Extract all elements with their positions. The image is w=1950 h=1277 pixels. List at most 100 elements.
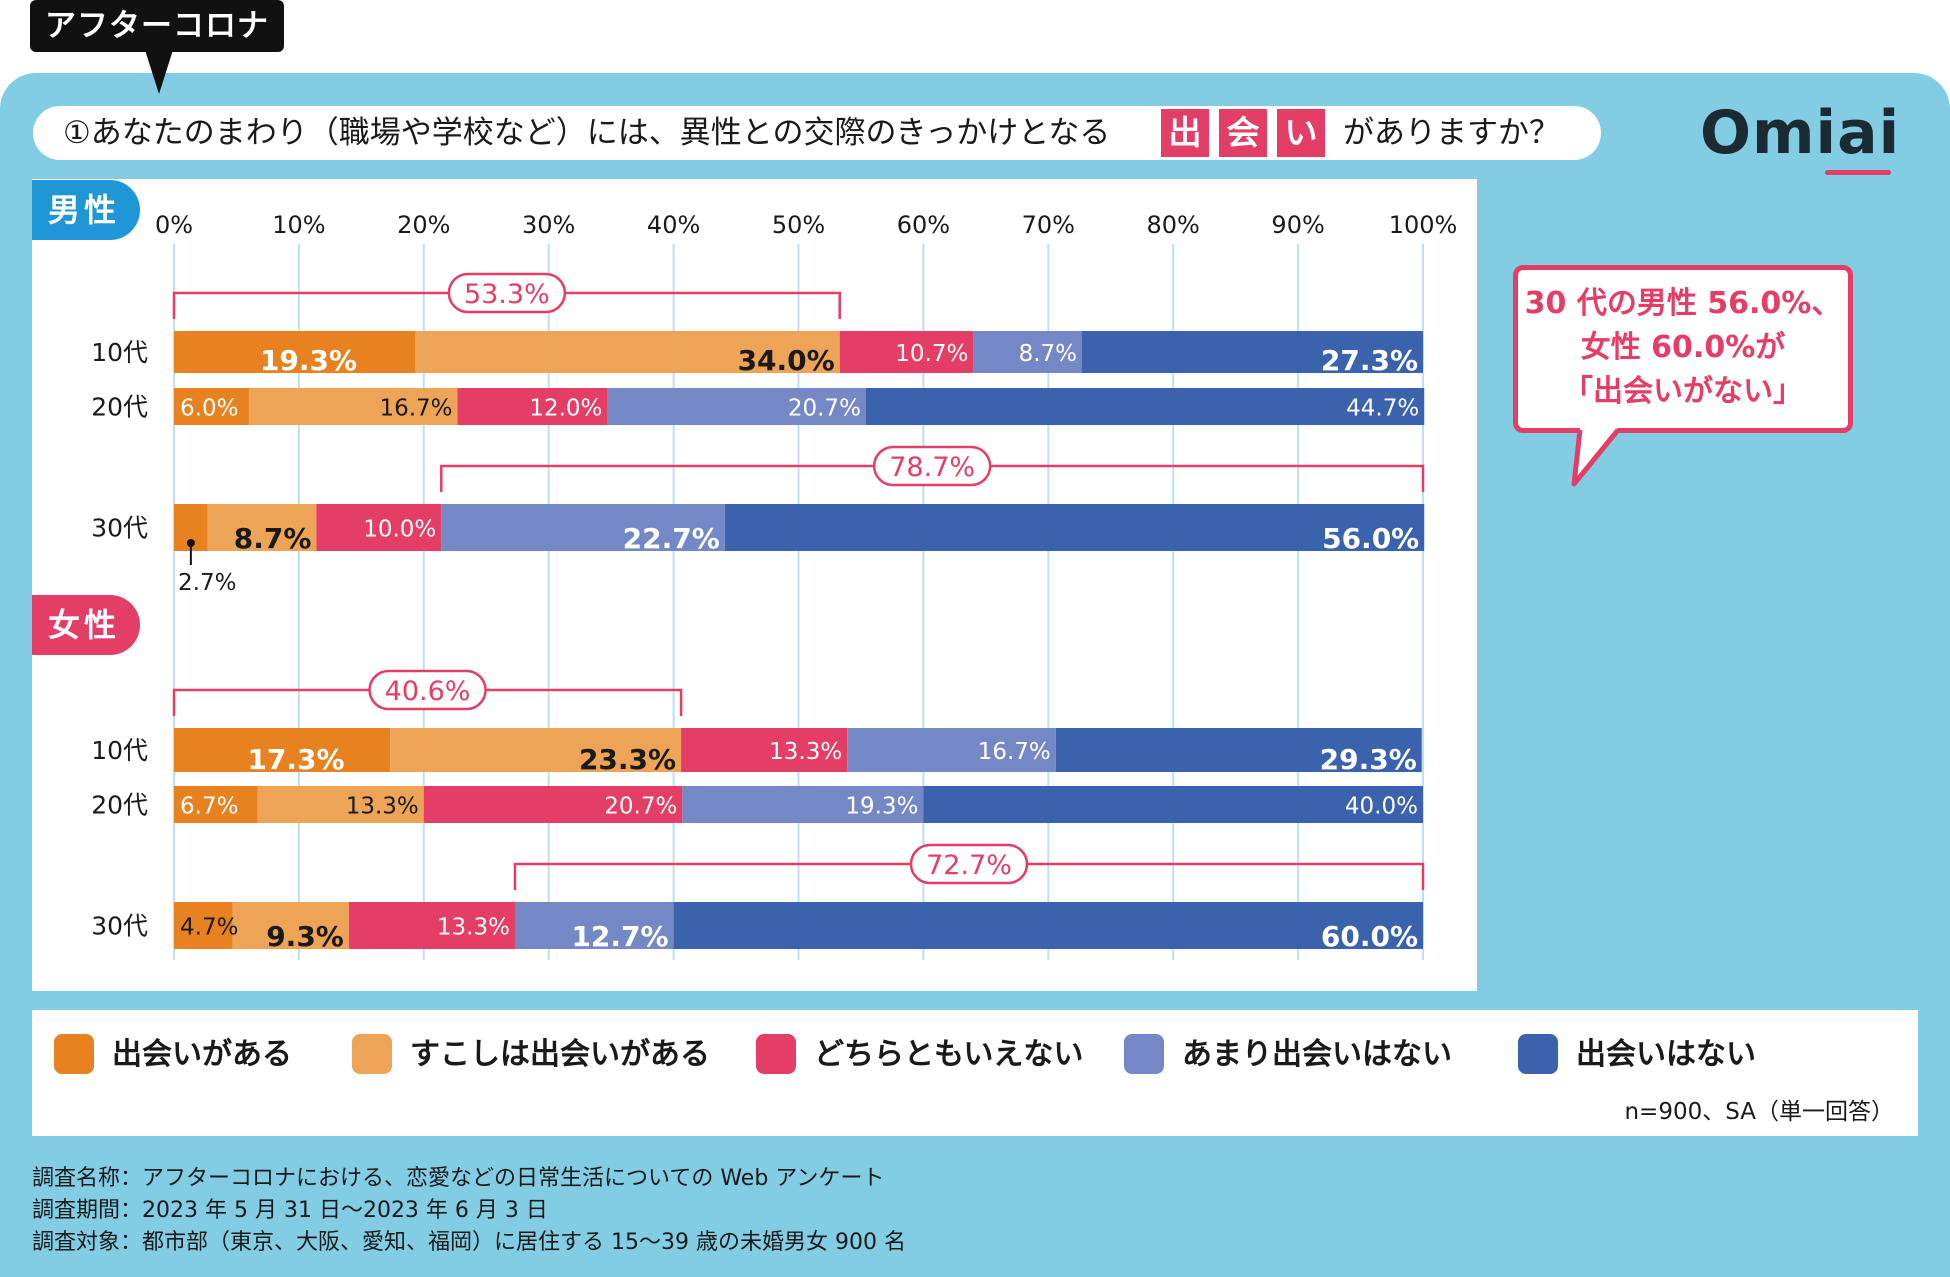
data-label: 8.7% xyxy=(234,522,312,555)
callout-line-1: 30 代の男性 56.0%、 xyxy=(1524,286,1842,321)
legend-item-deai-aru: 出会いがある xyxy=(54,1033,292,1077)
brand-logo: Omiai xyxy=(1700,98,1901,168)
bar-segment xyxy=(724,504,1425,551)
data-label: 10.0% xyxy=(363,517,436,543)
data-label: 16.7% xyxy=(379,396,452,422)
data-label: 10.7% xyxy=(895,341,968,367)
bar-segment xyxy=(865,388,1425,425)
x-tick-label: 100% xyxy=(1389,211,1458,239)
legend-item-sukoshi: すこしは出会いがある xyxy=(352,1033,710,1077)
bar-segment xyxy=(232,902,349,949)
logo-underline xyxy=(1825,170,1891,175)
bar-segment xyxy=(316,504,442,551)
callout-pointer xyxy=(1571,428,1620,487)
bar-segment xyxy=(348,902,515,949)
bar-segment xyxy=(174,388,249,425)
bar-segment xyxy=(423,786,683,823)
bar-segment xyxy=(839,331,974,373)
footer-survey-target: 調査対象：都市部（東京、大阪、愛知、福岡）に居住する 15～39 歳の未婚男女 … xyxy=(32,1230,906,1255)
bar-segment xyxy=(607,388,866,425)
x-tick-label: 0% xyxy=(155,211,193,239)
question-banner: ①あなたのまわり（職場や学校など）には、異性との交際のきっかけとなる 出 会 い… xyxy=(33,106,1601,160)
legend-swatch xyxy=(1518,1033,1558,1074)
data-label: 29.3% xyxy=(1320,743,1417,776)
data-label: 17.3% xyxy=(247,743,344,776)
x-tick-label: 10% xyxy=(272,211,325,239)
data-label: 40.0% xyxy=(1345,794,1418,820)
row-label: 10代 xyxy=(91,338,148,367)
legend-swatch xyxy=(352,1033,392,1074)
bar-segment xyxy=(973,331,1083,373)
data-label: 16.7% xyxy=(978,739,1051,765)
total-label: 72.7% xyxy=(926,850,1012,881)
callout-line-2: 女性 60.0%が xyxy=(1580,330,1786,365)
bar-segment xyxy=(682,786,924,823)
topic-tag-pointer xyxy=(145,50,173,94)
bar-segment xyxy=(457,388,608,425)
x-tick-label: 20% xyxy=(397,211,450,239)
total-label: 53.3% xyxy=(464,279,550,310)
data-label: 13.3% xyxy=(437,915,510,941)
x-tick-label: 60% xyxy=(897,211,950,239)
data-label: 60.0% xyxy=(1321,920,1418,953)
female-group-tab: 女性 xyxy=(32,595,140,655)
data-label: 20.7% xyxy=(788,396,861,422)
legend-swatch xyxy=(756,1033,796,1074)
question-text: ①あなたのまわり（職場や学校など）には、異性との交際のきっかけとなる xyxy=(63,115,1111,151)
x-tick-label: 30% xyxy=(522,211,575,239)
question-highlight-1: 出 xyxy=(1161,109,1209,157)
x-tick-label: 50% xyxy=(772,211,825,239)
bar-segment xyxy=(415,331,840,373)
data-label: 19.3% xyxy=(260,344,357,377)
bar-segment xyxy=(1055,728,1422,772)
bar-segment xyxy=(174,331,416,373)
bar-segment xyxy=(257,786,424,823)
footer-survey-name: 調査名称：アフターコロナにおける、恋愛などの日常生活についての Web アンケー… xyxy=(32,1166,885,1191)
data-label: 6.0% xyxy=(180,396,238,422)
row-label: 30代 xyxy=(91,912,148,941)
bar-segment xyxy=(248,388,458,425)
row-label: 30代 xyxy=(91,514,148,543)
legend-swatch xyxy=(1124,1033,1164,1074)
bar-segment xyxy=(514,902,674,949)
x-tick-label: 90% xyxy=(1271,211,1324,239)
total-pill xyxy=(909,843,1029,885)
data-label: 44.7% xyxy=(1346,396,1419,422)
data-label: 34.0% xyxy=(738,344,835,377)
question-suffix: がありますか？ xyxy=(1343,115,1560,151)
bar-segment xyxy=(923,786,1423,823)
data-label: 20.7% xyxy=(604,794,677,820)
bar-segment xyxy=(174,786,258,823)
bar-segment xyxy=(673,902,1423,949)
total-label: 78.7% xyxy=(889,452,975,483)
footer-survey-period: 調査期間：2023 年 5 月 31 日～2023 年 6 月 3 日 xyxy=(32,1198,548,1223)
data-label: 27.3% xyxy=(1321,344,1418,377)
bar-segment xyxy=(207,504,317,551)
legend-item-amari: あまり出会いはない xyxy=(1124,1033,1452,1077)
topic-tag: アフターコロナ xyxy=(30,0,284,52)
data-label: 12.7% xyxy=(571,920,668,953)
data-label: 23.3% xyxy=(579,743,676,776)
data-label: 13.3% xyxy=(346,794,419,820)
bar-segment xyxy=(174,902,233,949)
data-label: 56.0% xyxy=(1322,522,1419,555)
male-group-tab: 男性 xyxy=(32,180,140,240)
bar-segment xyxy=(174,728,391,772)
x-tick-label: 40% xyxy=(647,211,700,239)
question-highlight-3: い xyxy=(1277,109,1325,157)
row-label: 20代 xyxy=(91,393,148,422)
data-label: 22.7% xyxy=(623,522,720,555)
bar-segment xyxy=(681,728,848,772)
total-pill xyxy=(447,272,567,314)
callout-box: 30 代の男性 56.0%、 女性 60.0%が 「出会いがない」 xyxy=(1513,265,1853,433)
x-tick-label: 70% xyxy=(1022,211,1075,239)
row-label: 10代 xyxy=(91,736,148,765)
data-label: 4.7% xyxy=(180,915,238,941)
data-label: 13.3% xyxy=(769,739,842,765)
total-pill xyxy=(872,445,992,487)
data-label: 9.3% xyxy=(266,920,344,953)
bar-segment xyxy=(441,504,725,551)
bar-segment xyxy=(847,728,1056,772)
legend xyxy=(32,1010,1918,1136)
